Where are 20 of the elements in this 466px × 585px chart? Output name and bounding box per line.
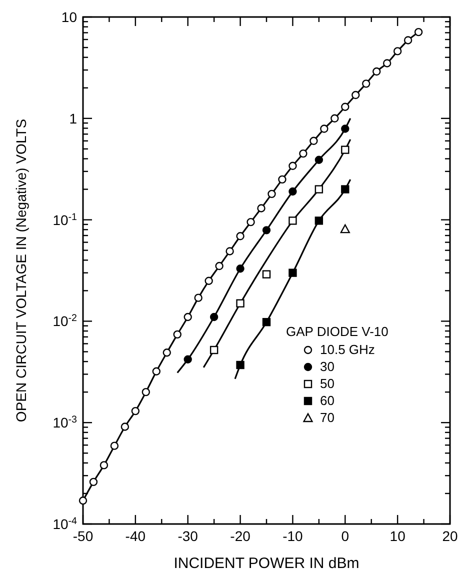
x-tick-label: -40 bbox=[125, 528, 146, 544]
x-tick-label: 10 bbox=[390, 528, 406, 544]
legend-label: 70 bbox=[320, 410, 334, 425]
legend-label: 50 bbox=[320, 376, 334, 391]
legend-label: 30 bbox=[320, 359, 334, 374]
y-tick-label: 10$^{-3}$ bbox=[52, 414, 78, 431]
x-tick-label: 0 bbox=[341, 528, 350, 544]
x-tick-label: -20 bbox=[230, 528, 251, 544]
x-tick-label: -30 bbox=[178, 528, 198, 544]
x-tick-label: -10 bbox=[282, 528, 304, 544]
y-axis-title: OPEN CIRCUIT VOLTAGE IN (Negative) VOLTS bbox=[13, 118, 29, 422]
legend-label: 60 bbox=[320, 393, 334, 408]
y-tick-label: 1 bbox=[69, 110, 78, 126]
y-tick-label: 10$^{-2}$ bbox=[52, 312, 77, 330]
x-axis-title: INCIDENT POWER IN dBm bbox=[174, 555, 360, 572]
legend-label: 10.5 GHz bbox=[320, 342, 375, 357]
y-tick-label: 10$^{-1}$ bbox=[52, 211, 77, 228]
y-tick-label: 10 bbox=[61, 9, 78, 25]
legend-title: GAP DIODE V-10 bbox=[286, 324, 388, 339]
x-tick-label: 20 bbox=[442, 528, 458, 544]
